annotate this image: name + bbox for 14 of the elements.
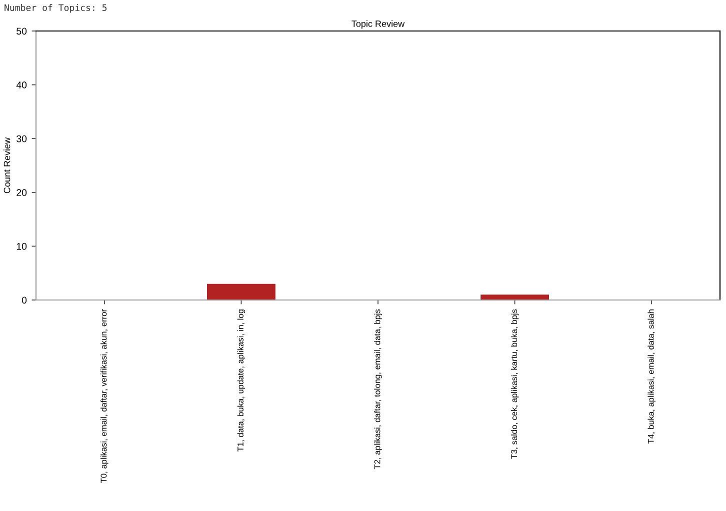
y-tick-label: 50	[16, 28, 27, 35]
text: Number of Topics: 5	[4, 4, 107, 13]
y-tick-label: 10	[16, 242, 27, 250]
x-tick-label: T1, data, buka, update, aplikasi, in, log	[237, 310, 246, 452]
y-tick-label: 40	[16, 82, 27, 88]
y-tick-label: 0	[22, 296, 27, 304]
chart-title: Topic Review	[352, 20, 405, 29]
y-tick-label: 20	[16, 189, 27, 196]
x-tick-label: T4, buka, aplikasi, email, data, salah	[648, 310, 656, 444]
x-tick-label: T3, saldo, cek, aplikasi, kartu, buka, bpjs	[510, 309, 519, 459]
y-tick-label: 30	[16, 135, 27, 142]
y-axis-title: Count Review	[4, 137, 10, 194]
x-tick-label: T2, aplikasi, daftar, tolong, email, data, bpjs	[374, 309, 382, 470]
x-tick-label: T0, aplikasi, email, daftar, verifikasi, akun, error	[100, 309, 108, 483]
